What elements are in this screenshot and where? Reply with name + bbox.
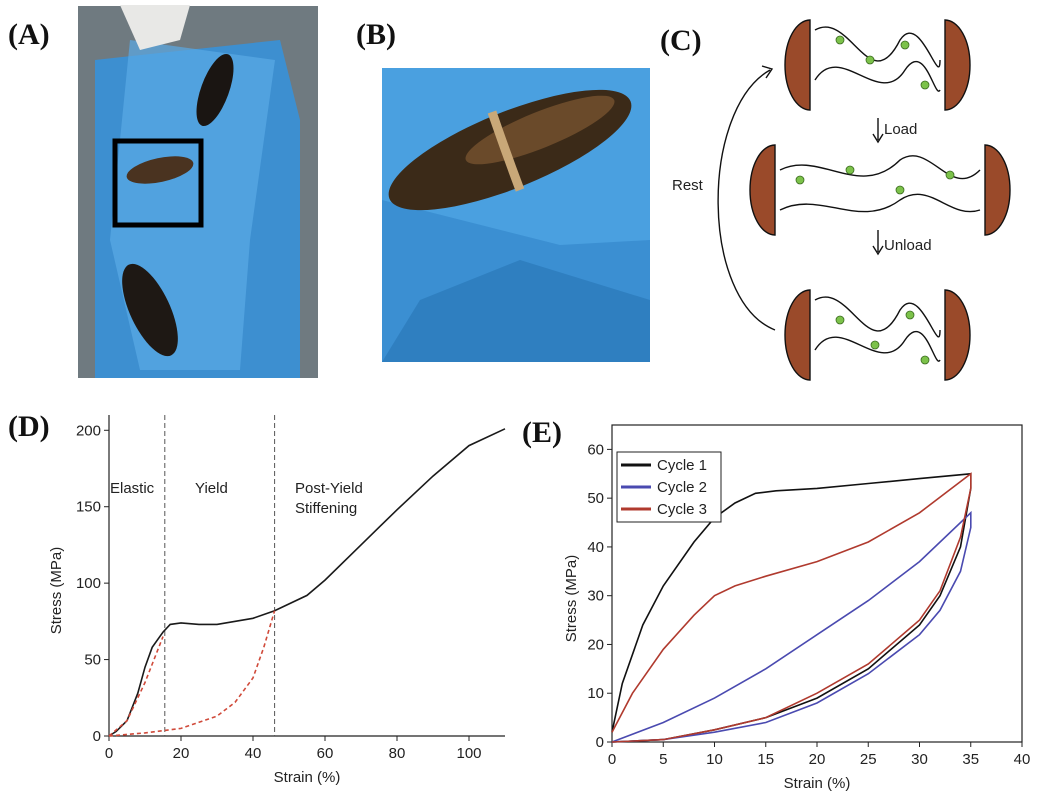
panel-label: (A) (8, 18, 50, 51)
legend-label: Cycle 3 (657, 501, 707, 518)
y-tick-label: 100 (76, 575, 101, 592)
legend-label: Cycle 2 (657, 479, 707, 496)
diagram-label: Load (884, 121, 917, 138)
y-tick-label: 20 (587, 636, 604, 653)
x-tick-label: 40 (1014, 751, 1031, 768)
y-tick-label: 0 (93, 728, 101, 745)
legend-label: Cycle 1 (657, 457, 707, 474)
panel-label: (D) (8, 410, 50, 443)
y-axis-label: Stress (MPa) (563, 555, 580, 643)
y-tick-label: 0 (596, 734, 604, 751)
x-tick-label: 0 (105, 745, 113, 762)
x-axis-label: Strain (%) (274, 769, 341, 786)
x-tick-label: 15 (757, 751, 774, 768)
y-tick-label: 150 (76, 499, 101, 516)
annotation: Yield (195, 480, 228, 497)
diagram-label: Unload (884, 237, 932, 254)
panel-label: (B) (356, 18, 396, 51)
y-axis-label: Stress (MPa) (48, 547, 65, 635)
y-tick-label: 30 (587, 588, 604, 605)
x-tick-label: 25 (860, 751, 877, 768)
x-tick-label: 20 (173, 745, 190, 762)
x-tick-label: 20 (809, 751, 826, 768)
annotation: Stiffening (295, 500, 357, 517)
annotation: Post-Yield (295, 480, 363, 497)
panel-label: (E) (522, 416, 562, 449)
panel-label: (C) (660, 24, 702, 57)
y-tick-label: 40 (587, 539, 604, 556)
figure: (A) (B) (C) (D) (E) (0, 0, 1038, 801)
photo-b (375, 66, 650, 362)
x-tick-label: 100 (456, 745, 481, 762)
series-line (109, 637, 163, 736)
y-tick-label: 200 (76, 422, 101, 439)
y-tick-label: 10 (587, 685, 604, 702)
y-tick-label: 60 (587, 441, 604, 458)
photo-a (78, 5, 318, 378)
y-tick-label: 50 (587, 490, 604, 507)
x-tick-label: 0 (608, 751, 616, 768)
series-line (109, 611, 275, 736)
x-tick-label: 80 (389, 745, 406, 762)
series-line (109, 429, 505, 736)
diagram-label: Rest (672, 177, 704, 194)
x-tick-label: 60 (317, 745, 334, 762)
diagram-c (718, 20, 1010, 380)
x-tick-label: 10 (706, 751, 723, 768)
annotation: Elastic (110, 480, 155, 497)
y-tick-label: 50 (84, 652, 101, 669)
x-axis-label: Strain (%) (784, 775, 851, 792)
x-tick-label: 5 (659, 751, 667, 768)
x-tick-label: 30 (911, 751, 928, 768)
x-tick-label: 40 (245, 745, 262, 762)
x-tick-label: 35 (962, 751, 979, 768)
